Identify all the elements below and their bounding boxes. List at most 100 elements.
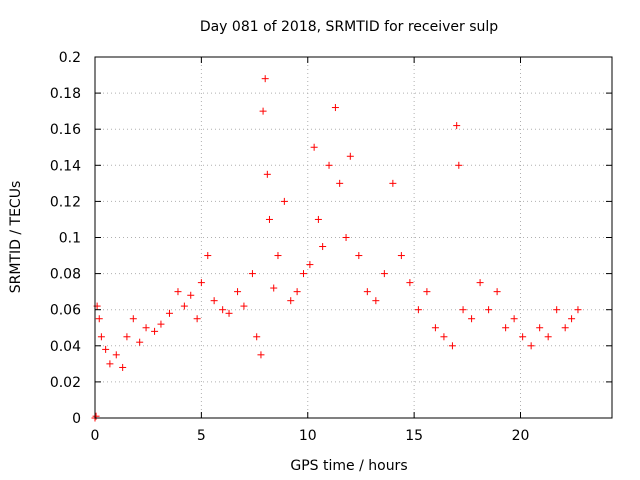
data-point xyxy=(119,363,127,371)
data-point xyxy=(123,333,131,341)
data-point xyxy=(389,179,397,187)
data-point xyxy=(485,306,493,314)
data-point xyxy=(310,143,318,151)
data-point xyxy=(553,306,561,314)
data-point xyxy=(331,104,339,112)
x-tick-label: 15 xyxy=(405,428,423,444)
data-point xyxy=(270,284,278,292)
data-point xyxy=(210,297,218,305)
data-point xyxy=(157,320,165,328)
data-point xyxy=(193,315,201,323)
data-point xyxy=(106,360,114,368)
x-axis-ticks: 0 5 10 15 20 xyxy=(91,57,530,444)
data-point xyxy=(112,351,120,359)
data-point xyxy=(248,270,256,278)
data-point xyxy=(455,161,463,169)
data-point xyxy=(92,412,100,420)
data-point xyxy=(459,306,467,314)
data-point xyxy=(527,342,535,350)
x-tick-label: 5 xyxy=(197,428,206,444)
data-point xyxy=(536,324,544,332)
data-point xyxy=(448,342,456,350)
data-point xyxy=(440,333,448,341)
data-point xyxy=(261,75,269,83)
data-point xyxy=(380,270,388,278)
data-point xyxy=(544,333,552,341)
data-point xyxy=(519,333,527,341)
data-point xyxy=(397,252,405,260)
data-point xyxy=(346,152,354,160)
y-axis-ticks: 0 0.02 0.04 0.06 0.08 0.1 0.12 0.14 0.16 0.18 0.2 xyxy=(50,50,612,427)
data-point xyxy=(197,279,205,287)
data-point xyxy=(180,302,188,310)
data-point xyxy=(476,279,484,287)
data-point xyxy=(225,309,233,317)
data-point xyxy=(263,170,271,178)
data-point xyxy=(259,107,267,115)
data-point xyxy=(129,315,137,323)
data-point xyxy=(406,279,414,287)
data-points xyxy=(91,75,582,422)
data-point xyxy=(219,306,227,314)
data-point xyxy=(300,270,308,278)
data-point xyxy=(280,197,288,205)
data-point xyxy=(142,324,150,332)
data-point xyxy=(342,234,350,241)
y-tick-label: 0.1 xyxy=(59,231,81,247)
data-point xyxy=(561,324,569,332)
x-tick-label: 20 xyxy=(512,428,530,444)
data-point xyxy=(325,161,333,169)
x-tick-label: 10 xyxy=(299,428,317,444)
data-point xyxy=(306,261,314,269)
plot-frame xyxy=(94,56,613,419)
data-point xyxy=(314,215,322,223)
x-tick-label: 0 xyxy=(91,428,100,444)
data-point xyxy=(502,324,510,332)
data-point xyxy=(102,345,110,353)
grid-lines xyxy=(95,57,612,418)
data-point xyxy=(293,288,301,296)
data-point xyxy=(336,179,344,187)
data-point xyxy=(253,333,261,341)
chart-title: Day 081 of 2018, SRMTID for receiver sul… xyxy=(200,19,498,35)
data-point xyxy=(468,315,476,323)
data-point xyxy=(287,297,295,305)
y-tick-label: 0.04 xyxy=(50,339,81,355)
data-point xyxy=(363,288,371,296)
data-point xyxy=(493,288,501,296)
y-tick-label: 0.02 xyxy=(50,375,81,391)
data-point xyxy=(240,302,248,310)
data-point xyxy=(97,333,105,341)
y-tick-label: 0.16 xyxy=(50,122,81,138)
data-point xyxy=(574,306,582,314)
data-point xyxy=(510,315,518,323)
data-point xyxy=(151,327,159,335)
data-point xyxy=(187,291,195,299)
x-axis-label: GPS time / hours xyxy=(290,458,407,474)
y-tick-label: 0.14 xyxy=(50,158,81,174)
data-point xyxy=(355,252,363,260)
y-tick-label: 0 xyxy=(72,411,81,427)
y-tick-label: 0.18 xyxy=(50,86,81,102)
y-axis-label: SRMTID / TECUs xyxy=(8,181,24,294)
y-tick-label: 0.2 xyxy=(59,50,81,66)
data-point xyxy=(234,288,242,296)
data-point xyxy=(372,297,380,305)
data-point xyxy=(274,252,282,260)
y-tick-label: 0.06 xyxy=(50,303,81,319)
data-point xyxy=(265,215,273,223)
data-point xyxy=(568,315,576,323)
data-point xyxy=(414,306,422,314)
data-point xyxy=(165,309,173,317)
data-point xyxy=(95,315,103,323)
data-point xyxy=(204,252,212,260)
data-point xyxy=(257,351,265,359)
y-tick-label: 0.08 xyxy=(50,267,81,283)
data-point xyxy=(136,338,144,346)
data-point xyxy=(174,288,182,296)
data-point xyxy=(319,243,327,251)
data-point xyxy=(423,288,431,296)
data-point xyxy=(453,122,461,130)
data-point xyxy=(431,324,439,332)
